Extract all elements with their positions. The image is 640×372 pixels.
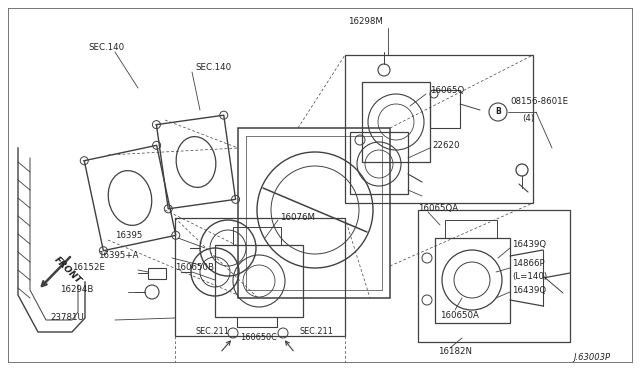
Bar	[430, 90, 460, 128]
Text: 22620: 22620	[432, 141, 460, 150]
Text: SEC.211: SEC.211	[300, 327, 334, 337]
Text: (L=140): (L=140)	[512, 272, 547, 280]
Text: SEC.140: SEC.140	[88, 44, 124, 52]
Text: 16298M: 16298M	[348, 17, 383, 26]
Text: 160650B: 160650B	[175, 263, 214, 273]
Bar	[233, 227, 281, 245]
Text: 16065Q: 16065Q	[430, 86, 464, 94]
Text: 23781U: 23781U	[50, 314, 84, 323]
Text: 16395: 16395	[115, 231, 142, 240]
Bar	[238, 128, 390, 298]
Text: SEC.140: SEC.140	[195, 64, 231, 73]
Bar	[362, 82, 430, 162]
Bar	[345, 55, 533, 203]
Text: 160650A: 160650A	[440, 311, 479, 320]
Text: 14866P: 14866P	[512, 259, 545, 267]
Text: SEC.211: SEC.211	[195, 327, 229, 337]
Text: 16065QA: 16065QA	[418, 203, 458, 212]
Text: 08156-8601E: 08156-8601E	[510, 97, 568, 106]
Text: B: B	[495, 108, 501, 116]
Text: 16076M: 16076M	[280, 214, 315, 222]
Text: 16182N: 16182N	[438, 347, 472, 356]
Text: 160650C: 160650C	[240, 334, 277, 343]
Text: 16395+A: 16395+A	[98, 250, 138, 260]
Text: (4): (4)	[522, 113, 534, 122]
Bar	[445, 220, 497, 238]
Bar	[418, 210, 570, 342]
Text: 16152E: 16152E	[72, 263, 105, 273]
Bar	[215, 245, 303, 317]
Bar	[175, 218, 345, 336]
Bar	[148, 268, 166, 279]
Text: 16439Q: 16439Q	[512, 285, 546, 295]
Text: J.63003P: J.63003P	[573, 353, 610, 362]
Bar	[435, 238, 510, 323]
Bar	[350, 132, 408, 194]
Text: 16294B: 16294B	[60, 285, 93, 295]
Text: FRONT: FRONT	[52, 255, 83, 285]
Text: 16439Q: 16439Q	[512, 241, 546, 250]
